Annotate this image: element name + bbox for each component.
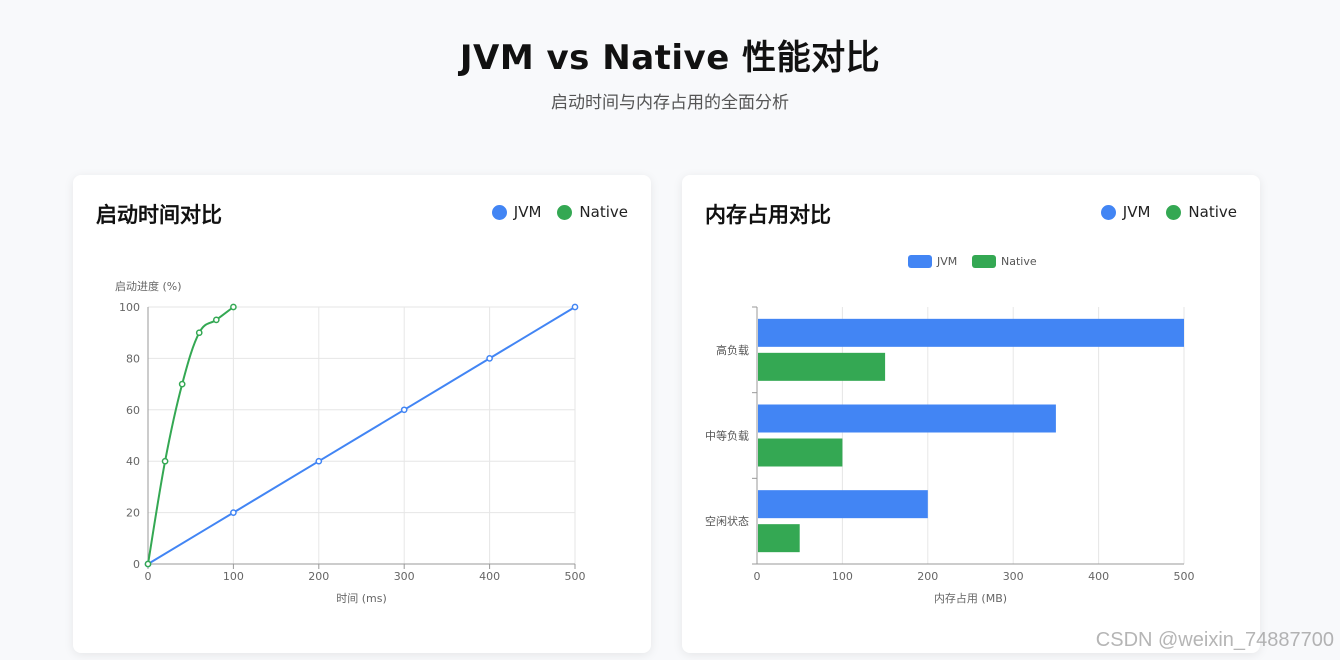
x-tick-label: 0 bbox=[145, 570, 152, 583]
memory-bar-chart: 0 100 200 300 400 500 内存占用 (MB) 空闲状态 中等负载 高负载 JVM N… bbox=[705, 255, 1195, 605]
y-tick-label: 80 bbox=[126, 352, 140, 365]
jvm-bar bbox=[758, 490, 928, 519]
jvm-data-point bbox=[571, 303, 579, 311]
x-tick-label: 100 bbox=[223, 570, 244, 583]
jvm-bar bbox=[758, 404, 1056, 433]
memory-card-title: 内存占用对比 bbox=[705, 203, 831, 227]
native-data-point bbox=[230, 303, 237, 311]
native-bar bbox=[758, 524, 800, 553]
jvm-data-point bbox=[230, 509, 237, 516]
startup-card: 启动时间对比 JVM Native 0 20 40 60 80 100 0 100 200 300… bbox=[73, 175, 651, 653]
startup-card-legend: JVM Native bbox=[476, 203, 628, 221]
watermark: CSDN @weixin_74887700 bbox=[1095, 629, 1334, 651]
native-data-point bbox=[195, 329, 203, 337]
native-data-point bbox=[144, 560, 152, 568]
y-axis-title: 启动进度 (%) bbox=[115, 279, 182, 293]
native-bar bbox=[758, 438, 843, 467]
jvm-legend-swatch bbox=[908, 255, 932, 268]
jvm-dot-icon bbox=[1100, 204, 1116, 220]
memory-legend-jvm-label: JVM bbox=[1122, 203, 1151, 221]
page-title: JVM vs Native 性能对比 bbox=[459, 38, 881, 78]
jvm-data-point bbox=[400, 406, 408, 414]
y-tick-label: 40 bbox=[126, 455, 140, 468]
y-tick-label: 100 bbox=[119, 301, 140, 314]
memory-legend-native-label: Native bbox=[1188, 203, 1237, 221]
category-label: 中等负载 bbox=[705, 429, 749, 443]
y-tick-label: 0 bbox=[133, 558, 140, 571]
memory-card: 内存占用对比 JVM Native 0 100 200 300 400 500 内存占用 (… bbox=[682, 175, 1260, 653]
memory-legend-jvm: JVM bbox=[1100, 203, 1151, 221]
x-tick-label: 200 bbox=[308, 570, 329, 583]
x-axis-title: 时间 (ms) bbox=[336, 592, 387, 605]
startup-legend-native-label: Native bbox=[579, 203, 628, 221]
y-tick-label: 60 bbox=[126, 404, 140, 417]
jvm-dot-icon bbox=[491, 204, 507, 220]
y-tick-label: 20 bbox=[126, 507, 140, 520]
native-legend-label: Native bbox=[1001, 255, 1037, 268]
native-bar bbox=[758, 352, 886, 381]
native-data-point bbox=[212, 316, 220, 324]
startup-legend-native: Native bbox=[557, 203, 628, 221]
startup-legend-jvm-label: JVM bbox=[513, 203, 542, 221]
native-series-line bbox=[147, 306, 235, 565]
x-tick-label: 300 bbox=[394, 570, 415, 583]
jvm-series-line bbox=[147, 306, 576, 565]
x-tick-label: 500 bbox=[1174, 570, 1195, 583]
x-tick-label: 200 bbox=[917, 570, 938, 583]
startup-legend-jvm: JVM bbox=[491, 203, 542, 221]
x-tick-label: 100 bbox=[832, 570, 853, 583]
memory-legend-native: Native bbox=[1166, 203, 1237, 221]
x-tick-label: 400 bbox=[479, 570, 500, 583]
startup-line-chart: 0 20 40 60 80 100 0 100 200 300 400 500 时间 (ms) 启动进度 … bbox=[115, 279, 586, 605]
native-dot-icon bbox=[557, 204, 573, 220]
native-legend-swatch bbox=[972, 255, 996, 268]
x-tick-label: 300 bbox=[1003, 570, 1024, 583]
x-tick-label: 500 bbox=[565, 570, 586, 583]
native-data-point bbox=[178, 380, 186, 388]
x-axis-title: 内存占用 (MB) bbox=[934, 591, 1007, 605]
native-dot-icon bbox=[1166, 204, 1182, 220]
x-tick-label: 400 bbox=[1088, 570, 1109, 583]
page-subtitle: 启动时间与内存占用的全面分析 bbox=[551, 93, 789, 113]
jvm-data-point bbox=[315, 457, 323, 465]
memory-card-legend: JVM Native bbox=[1085, 203, 1237, 221]
category-label: 高负载 bbox=[716, 343, 749, 357]
jvm-legend-label: JVM bbox=[936, 255, 957, 268]
jvm-bar bbox=[758, 318, 1184, 347]
x-tick-label: 0 bbox=[754, 570, 761, 583]
jvm-data-point bbox=[486, 355, 493, 362]
native-data-point bbox=[161, 457, 169, 465]
startup-card-title: 启动时间对比 bbox=[96, 203, 222, 227]
category-label: 空闲状态 bbox=[705, 514, 749, 528]
